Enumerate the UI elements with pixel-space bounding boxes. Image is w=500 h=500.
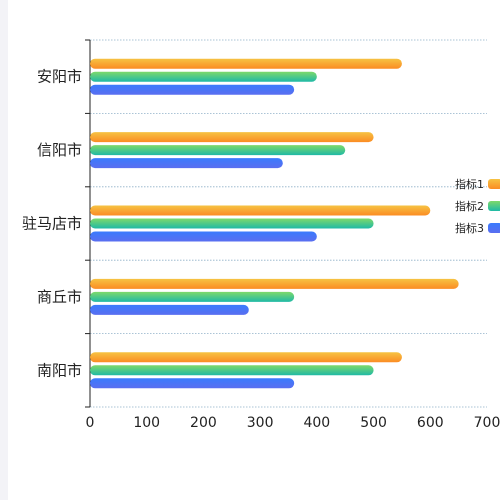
bar (90, 84, 295, 95)
legend: 指标1 指标2 指标3 (455, 177, 500, 235)
bar (90, 158, 283, 169)
bar (90, 291, 295, 302)
category-label: 信阳市 (37, 141, 82, 159)
x-tick-label: 300 (247, 415, 274, 431)
bar (90, 71, 317, 82)
legend-marker (488, 179, 500, 189)
bar (90, 378, 295, 389)
bar (90, 132, 374, 143)
category-label: 安阳市 (37, 68, 82, 86)
legend-label: 指标2 (455, 199, 484, 213)
x-tick-label: 200 (190, 415, 217, 431)
x-tick-label: 100 (133, 415, 160, 431)
legend-label: 指标3 (455, 221, 484, 235)
bar (90, 58, 402, 69)
bar (90, 352, 402, 363)
x-tick-label: 400 (303, 415, 330, 431)
category-label: 南阳市 (37, 361, 82, 379)
bars (90, 58, 459, 389)
bar (90, 365, 374, 376)
bar (90, 278, 459, 289)
x-tick-label: 500 (360, 415, 387, 431)
legend-marker (488, 223, 500, 233)
x-tick-label: 700 (474, 415, 500, 431)
bar (90, 145, 346, 156)
category-label: 驻马店市 (22, 215, 82, 233)
bar (90, 231, 317, 242)
x-tick-label: 0 (86, 415, 95, 431)
bar (90, 218, 374, 229)
bar (90, 205, 431, 216)
grid-lines (90, 39, 487, 408)
legend-marker (488, 201, 500, 211)
legend-label: 指标1 (455, 177, 484, 191)
bar (90, 304, 249, 315)
x-tick-label: 600 (417, 415, 444, 431)
category-label: 商丘市 (37, 288, 82, 306)
